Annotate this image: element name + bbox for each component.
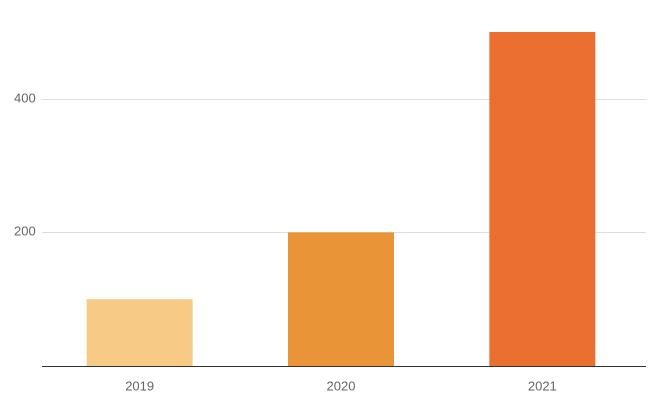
x-tick-label: 2020 <box>327 378 356 393</box>
x-tick-label: 2019 <box>125 378 154 393</box>
x-axis-ticks: 2019 2020 2021 <box>125 378 557 393</box>
bars <box>86 32 596 366</box>
y-tick-label: 400 <box>14 90 36 105</box>
bar-2021 <box>489 32 596 366</box>
x-tick-label: 2021 <box>528 378 557 393</box>
y-tick-label: 200 <box>14 223 36 238</box>
bar-2020 <box>288 232 394 366</box>
bar-2019 <box>86 299 193 366</box>
y-axis-ticks: 200 400 <box>14 90 36 238</box>
